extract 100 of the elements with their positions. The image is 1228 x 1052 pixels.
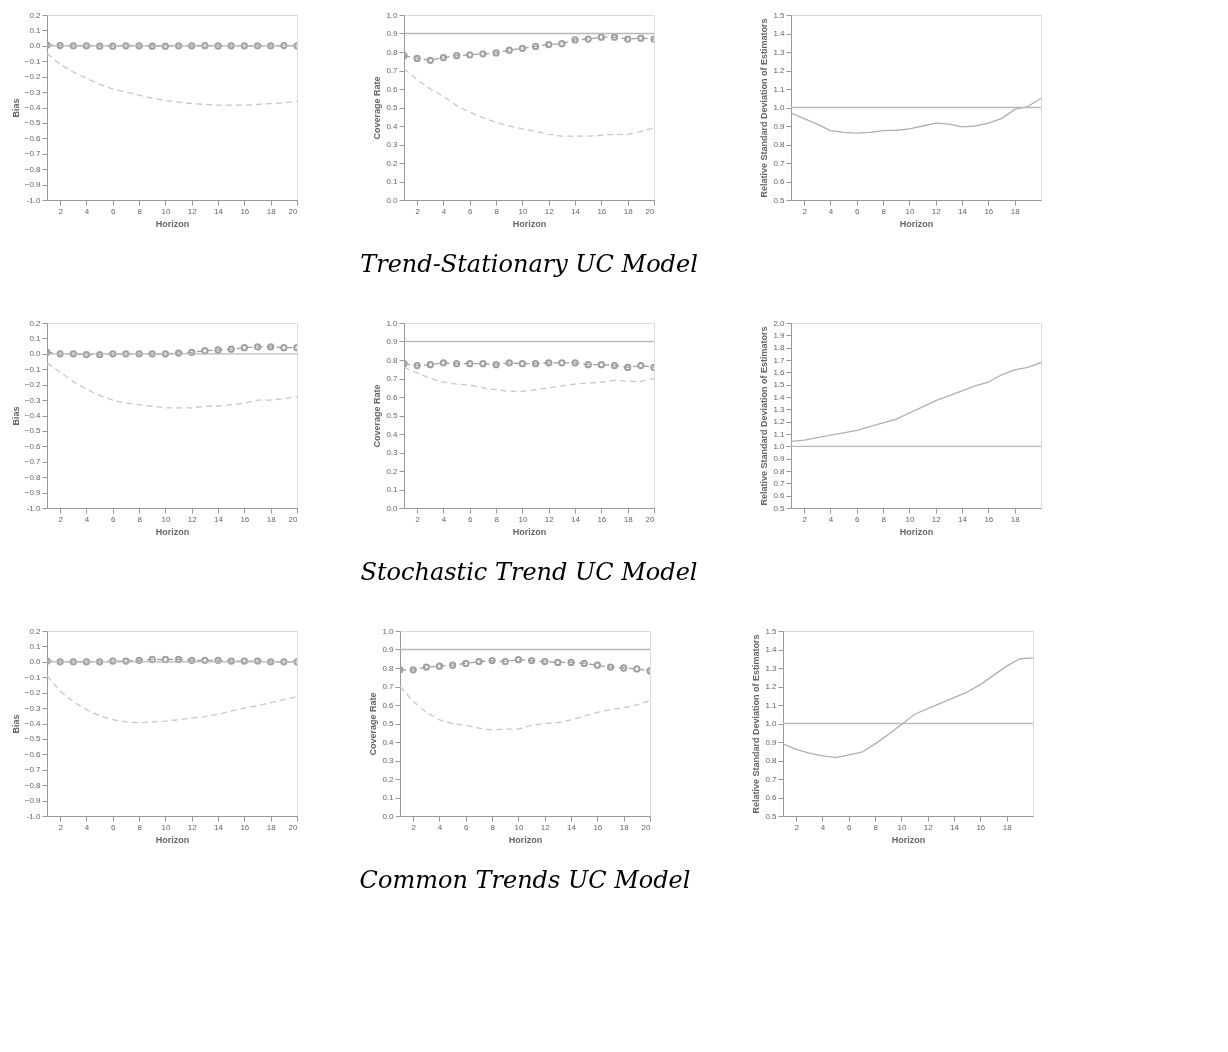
point bbox=[426, 56, 434, 64]
x-tick-label: 20 bbox=[645, 206, 656, 216]
point bbox=[580, 659, 588, 668]
y-tick-label: −0.6 bbox=[24, 441, 42, 451]
y-tick-label: 1.0 bbox=[773, 103, 786, 112]
y-axis-title: Bias bbox=[10, 406, 21, 426]
y-tick-label: 1.5 bbox=[773, 10, 786, 20]
y-tick-label: −0.3 bbox=[24, 87, 42, 97]
y-tick-label: 0.0 bbox=[29, 349, 42, 359]
x-tick-label: 6 bbox=[847, 822, 853, 832]
y-tick-label: 0.0 bbox=[386, 195, 399, 205]
point bbox=[637, 34, 645, 42]
x-tick-label: 16 bbox=[597, 206, 607, 216]
y-tick-label: 0.1 bbox=[386, 485, 399, 494]
text: Trend-Stationary UC Model bbox=[360, 250, 698, 278]
x-tick-label: 20 bbox=[288, 822, 299, 832]
y-tick-label: 0.5 bbox=[386, 411, 399, 420]
x-axis-title: Horizon bbox=[508, 834, 543, 845]
y-tick-label: 1.3 bbox=[773, 404, 786, 414]
line-series bbox=[783, 657, 1033, 759]
x-tick-label: 12 bbox=[931, 514, 942, 524]
x-tick-label: 4 bbox=[828, 206, 834, 216]
y-tick-label: 0.3 bbox=[386, 448, 399, 457]
x-tick-label: 8 bbox=[494, 206, 500, 216]
point bbox=[161, 350, 170, 358]
point bbox=[633, 665, 641, 673]
y-tick-label: -1.0 bbox=[26, 503, 42, 513]
line-series bbox=[404, 366, 654, 393]
y-tick-label: 0.8 bbox=[773, 466, 786, 476]
x-tick-label: 18 bbox=[619, 822, 630, 832]
y-tick-label: 0.2 bbox=[29, 10, 42, 20]
y-tick-label: 1.2 bbox=[773, 66, 786, 75]
y-tick-label: 0.9 bbox=[386, 29, 399, 38]
x-tick-label: 2 bbox=[415, 514, 421, 524]
x-axis-title: Horizon bbox=[155, 218, 190, 229]
x-tick-label: 8 bbox=[873, 822, 879, 832]
x-tick-label: 12 bbox=[187, 514, 198, 524]
line-series bbox=[791, 361, 1041, 443]
x-tick-label: 12 bbox=[544, 206, 555, 216]
x-tick-label: 18 bbox=[1010, 514, 1021, 524]
x-tick-label: 12 bbox=[187, 822, 198, 832]
x-tick-label: 8 bbox=[490, 822, 496, 832]
point bbox=[188, 348, 196, 356]
y-tick-label: 0.0 bbox=[382, 811, 395, 821]
x-axis-title: Horizon bbox=[155, 834, 190, 845]
y-tick-label: 0.6 bbox=[386, 392, 399, 402]
x-tick-label: 16 bbox=[976, 822, 986, 832]
y-tick-label: 1.5 bbox=[773, 380, 786, 390]
x-tick-label: 16 bbox=[593, 822, 603, 832]
y-tick-label: 1.1 bbox=[765, 700, 778, 710]
point bbox=[69, 350, 77, 358]
point bbox=[620, 664, 628, 672]
x-tick-label: 4 bbox=[437, 822, 443, 832]
point bbox=[584, 35, 592, 43]
y-tick-label: −0.2 bbox=[24, 72, 42, 82]
x-axis-title: Horizon bbox=[899, 218, 934, 229]
y-tick-label: 0.1 bbox=[382, 793, 395, 802]
point bbox=[488, 656, 496, 665]
x-tick-label: 18 bbox=[266, 822, 277, 832]
x-tick-label: 14 bbox=[214, 206, 224, 216]
y-tick-label: −0.6 bbox=[24, 749, 42, 759]
x-tick-label: 14 bbox=[950, 822, 960, 832]
x-tick-label: 16 bbox=[240, 822, 250, 832]
y-tick-label: 1.0 bbox=[773, 441, 786, 451]
x-tick-label: 20 bbox=[288, 514, 299, 524]
y-tick-label: 1.6 bbox=[773, 367, 786, 377]
point bbox=[514, 656, 523, 664]
y-tick-label: 1.0 bbox=[386, 10, 399, 20]
x-axis-title: Horizon bbox=[891, 834, 926, 845]
y-axis-title: Coverage Rate bbox=[368, 692, 379, 756]
point bbox=[214, 346, 222, 354]
y-tick-label: −0.2 bbox=[24, 688, 42, 698]
y-tick-label: 0.3 bbox=[382, 756, 395, 765]
point bbox=[492, 49, 500, 57]
y-tick-label: 0.7 bbox=[773, 158, 786, 168]
y-tick-label: 0.7 bbox=[765, 774, 778, 784]
point bbox=[56, 350, 64, 358]
point bbox=[624, 35, 632, 43]
x-tick-label: 10 bbox=[905, 206, 915, 216]
y-tick-label: 0.4 bbox=[386, 121, 399, 131]
y-tick-label: −0.1 bbox=[24, 364, 42, 374]
y-axis-title: Relative Standard Deviation of Estimators bbox=[759, 326, 770, 506]
x-axis-title: Horizon bbox=[512, 218, 547, 229]
x-tick-label: 16 bbox=[240, 514, 250, 524]
y-tick-label: 0.2 bbox=[29, 626, 42, 636]
text: Common Trends UC Model bbox=[359, 866, 691, 894]
point bbox=[501, 657, 509, 666]
point bbox=[610, 33, 619, 41]
x-tick-label: 12 bbox=[923, 822, 934, 832]
y-tick-label: 1.3 bbox=[773, 47, 786, 57]
y-tick-label: −0.5 bbox=[24, 734, 42, 744]
y-tick-label: 0.2 bbox=[382, 774, 395, 784]
point bbox=[558, 40, 566, 48]
y-tick-label: 0.6 bbox=[382, 700, 395, 710]
x-tick-label: 14 bbox=[958, 206, 968, 216]
y-axis-title: Relative Standard Deviation of Estimators bbox=[751, 634, 762, 814]
y-tick-label: −0.3 bbox=[24, 703, 42, 713]
x-tick-label: 10 bbox=[905, 514, 915, 524]
y-tick-label: −0.4 bbox=[24, 411, 42, 420]
y-tick-label: 0.7 bbox=[386, 66, 399, 75]
